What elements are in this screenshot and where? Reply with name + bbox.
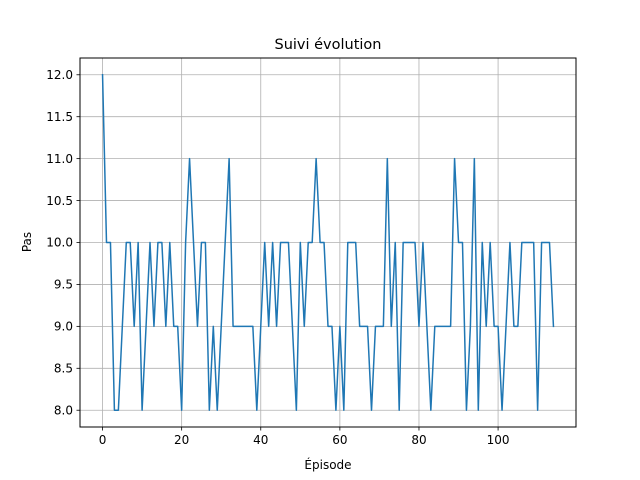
x-tick-label: 100 [487, 433, 510, 447]
x-axis-ticks: 0 20 40 60 80 100 [99, 427, 510, 447]
x-tick-label: 0 [99, 433, 107, 447]
x-tick-label: 80 [411, 433, 426, 447]
x-tick-label: 60 [332, 433, 347, 447]
x-tick-label: 20 [174, 433, 189, 447]
y-tick-label: 11.0 [46, 152, 73, 166]
y-tick-label: 10.5 [46, 194, 73, 208]
y-axis-label: Pas [20, 232, 34, 252]
grid-lines [80, 58, 576, 427]
y-tick-label: 9.5 [54, 278, 73, 292]
y-tick-label: 11.5 [46, 110, 73, 124]
y-tick-label: 9.0 [54, 320, 73, 334]
series-line-0 [101, 74, 555, 411]
y-tick-label: 8.0 [54, 403, 73, 417]
x-tick-label: 40 [253, 433, 268, 447]
y-tick-label: 10.0 [46, 236, 73, 250]
x-axis-label: Épisode [304, 457, 351, 472]
series-group [101, 74, 555, 411]
y-tick-label: 8.5 [54, 361, 73, 375]
plot-frame [79, 57, 577, 428]
y-axis-ticks: 8.0 8.5 9.0 9.5 10.0 10.5 11.0 11.5 12.0 [46, 68, 80, 417]
y-tick-label: 12.0 [46, 68, 73, 82]
chart-title: Suivi évolution [274, 37, 381, 53]
